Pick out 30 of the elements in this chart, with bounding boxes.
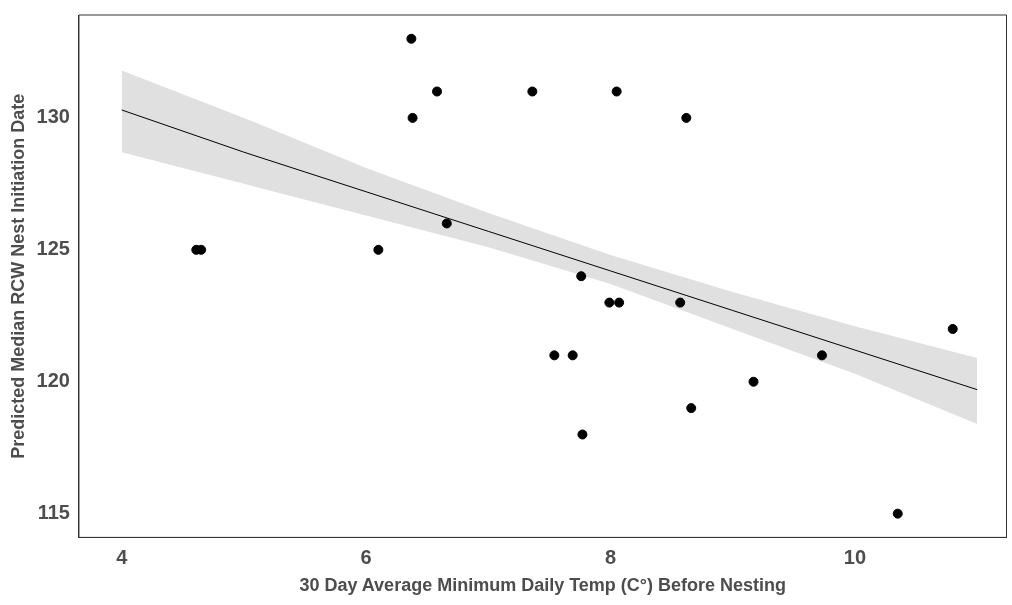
x-tick-label: 8 bbox=[605, 545, 617, 568]
point bbox=[611, 86, 622, 97]
point bbox=[577, 429, 588, 440]
x-tick-label: 4 bbox=[116, 545, 129, 568]
y-tick-label: 115 bbox=[37, 501, 70, 524]
x-tick-label: 10 bbox=[843, 545, 867, 568]
x-axis-title: 30 Day Average Minimum Daily Temp (C°) Before Nesting bbox=[299, 575, 787, 596]
point bbox=[604, 297, 615, 308]
point bbox=[373, 244, 384, 255]
x-tick-label: 6 bbox=[360, 545, 372, 568]
point bbox=[576, 271, 587, 282]
point bbox=[406, 33, 417, 44]
point bbox=[816, 350, 827, 361]
y-axis-title: Predicted Median RCW Nest Initiation Date bbox=[7, 93, 28, 459]
point bbox=[567, 350, 578, 361]
point bbox=[892, 508, 903, 519]
y-tick-label: 125 bbox=[36, 237, 70, 260]
point bbox=[675, 297, 686, 308]
point bbox=[681, 112, 692, 123]
point bbox=[947, 323, 958, 334]
point bbox=[407, 112, 418, 123]
point bbox=[614, 297, 625, 308]
point bbox=[748, 376, 759, 387]
y-tick-label: 130 bbox=[36, 105, 70, 128]
y-tick-label: 120 bbox=[36, 369, 70, 392]
point bbox=[441, 218, 452, 229]
point bbox=[527, 86, 538, 97]
point bbox=[549, 350, 560, 361]
point bbox=[686, 403, 697, 414]
point bbox=[432, 86, 443, 97]
